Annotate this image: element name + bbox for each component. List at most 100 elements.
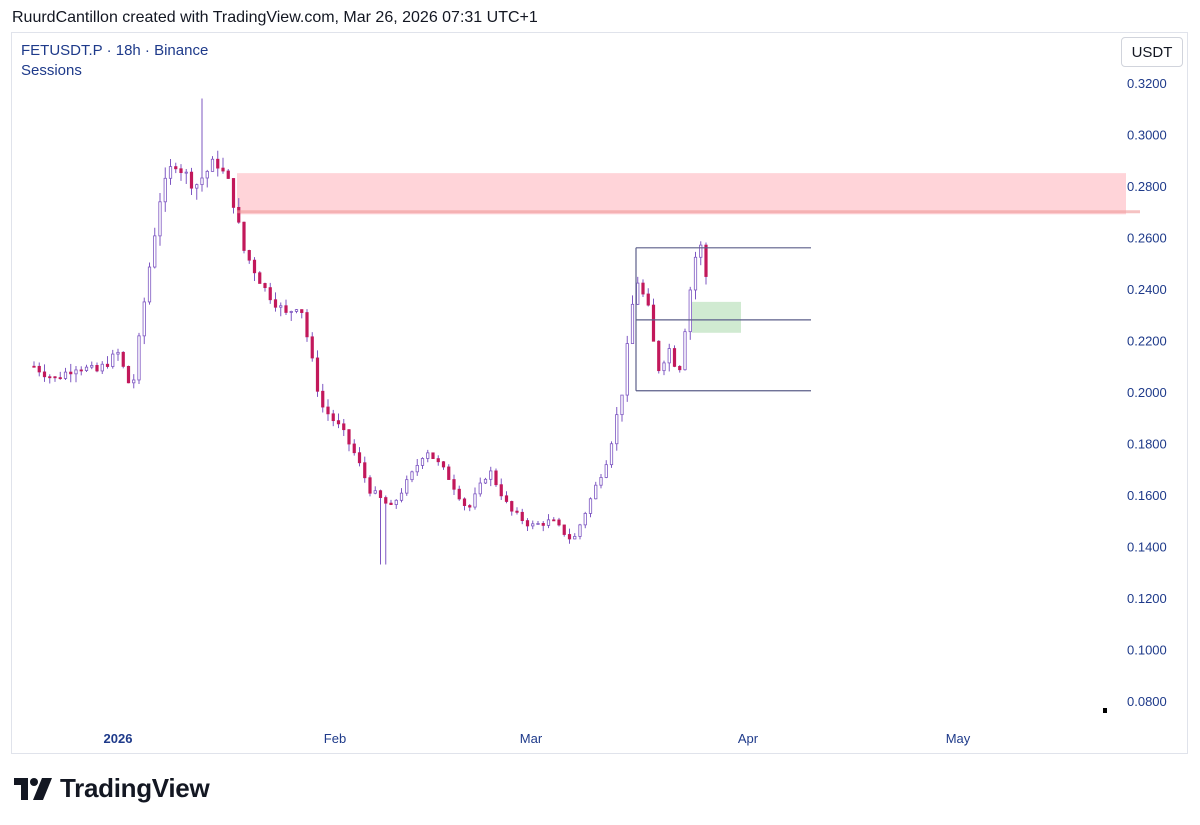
candle (478, 477, 482, 497)
candle (231, 178, 236, 214)
candle (562, 524, 566, 537)
candle (473, 487, 477, 510)
candle-body (315, 357, 320, 392)
candle (132, 374, 136, 389)
candle-body (147, 266, 152, 303)
candle-body (394, 499, 398, 505)
y-tick-label: 0.1600 (1127, 488, 1167, 503)
candle (483, 477, 488, 484)
candle-body (294, 309, 299, 312)
candle (174, 162, 178, 174)
candle (294, 308, 299, 314)
candle-body (116, 351, 120, 355)
candle (226, 169, 230, 179)
candle (588, 497, 593, 518)
currency-button[interactable]: USDT (1121, 37, 1183, 67)
candle-body (237, 207, 241, 223)
candle (53, 376, 57, 382)
candle (457, 485, 461, 501)
candle-body (431, 452, 435, 460)
candle-body (562, 524, 566, 535)
candle (405, 475, 409, 496)
candle (200, 98, 204, 192)
y-tick-label: 0.3200 (1127, 76, 1167, 91)
candle-body (657, 340, 661, 372)
candle-body (37, 365, 41, 373)
candle-body (263, 283, 267, 289)
candle-body (42, 371, 47, 378)
candle-body (226, 170, 230, 179)
candle-body (441, 461, 446, 468)
candle-body (541, 523, 545, 526)
candle-body (478, 482, 482, 495)
candle (95, 362, 99, 373)
candle (357, 447, 362, 467)
candle (90, 361, 94, 370)
candle-body (567, 534, 572, 540)
y-tick-label: 0.2400 (1127, 282, 1167, 297)
candle-body (289, 311, 293, 313)
candle (111, 349, 115, 369)
candle (216, 150, 220, 177)
candle (378, 489, 383, 565)
symbol-line[interactable]: FETUSDT.P · 18h · Binance (21, 42, 209, 59)
candle-body (242, 221, 246, 251)
candle (273, 292, 278, 312)
candle-body (90, 365, 94, 368)
demand-zone (692, 301, 741, 333)
candle-body (615, 414, 619, 445)
candle-body (405, 479, 409, 494)
candle-body (247, 250, 251, 261)
candle (604, 460, 608, 479)
candle (242, 221, 246, 254)
chart-frame[interactable] (11, 32, 1188, 754)
candle-body (699, 244, 703, 258)
candle (347, 429, 351, 452)
candle-body (331, 413, 335, 422)
candle-body (625, 343, 629, 396)
x-tick-label: 2026 (104, 731, 133, 746)
candle-body (105, 363, 110, 367)
candle-body (216, 158, 220, 169)
candle-body (704, 244, 708, 277)
candle-body (347, 429, 351, 445)
y-tick-label: 0.1000 (1127, 643, 1167, 658)
candle-body (142, 301, 146, 337)
candle (515, 507, 519, 515)
candle-body (79, 369, 83, 372)
candle-body (389, 502, 393, 505)
candle-body (683, 331, 687, 371)
candle (121, 351, 125, 369)
candle (258, 271, 262, 284)
candle (420, 457, 425, 469)
tradingview-wordmark: TradingView (60, 773, 210, 803)
y-tick-label: 0.0800 (1127, 694, 1167, 709)
candle (147, 262, 152, 305)
candle-body (578, 524, 582, 537)
candle (352, 439, 356, 456)
candle (373, 486, 377, 495)
candle-body (447, 466, 451, 480)
candle (609, 441, 614, 468)
candle (394, 499, 398, 509)
candle (525, 518, 530, 532)
candle (69, 363, 73, 383)
candle-body (273, 299, 278, 308)
indicator-sessions[interactable]: Sessions (21, 62, 82, 79)
tradingview-brand[interactable]: TradingView (14, 773, 210, 804)
y-tick-label: 0.1400 (1127, 540, 1167, 555)
candle-body (310, 336, 314, 359)
candle-body (153, 235, 157, 268)
candle (179, 164, 183, 181)
candle-body (688, 289, 692, 333)
y-tick-label: 0.2200 (1127, 334, 1167, 349)
candle-body (284, 305, 288, 313)
candle-body (609, 443, 614, 466)
candle (163, 167, 167, 212)
candle-body (436, 458, 440, 463)
candle (100, 361, 104, 375)
horizontal-lines-layer (237, 210, 1140, 392)
candle (489, 466, 493, 487)
candle-body (100, 363, 104, 372)
